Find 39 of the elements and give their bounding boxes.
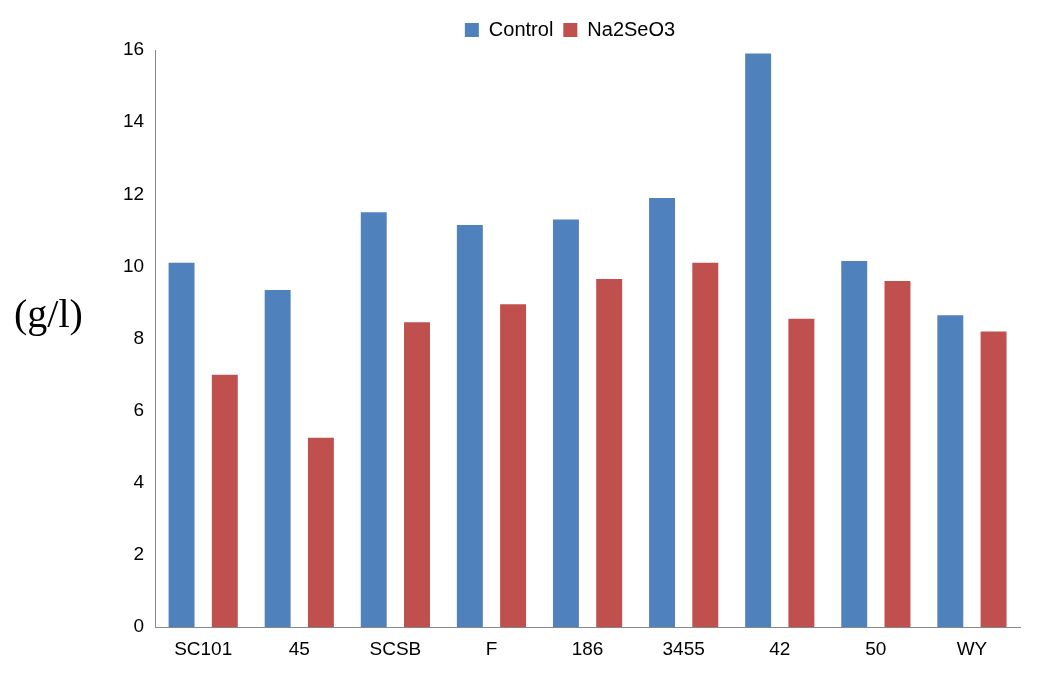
x-tick-label: 186 [571, 637, 604, 659]
legend-label: Na2SeO3 [587, 17, 676, 40]
bar [211, 374, 238, 628]
y-tick-label: 8 [133, 326, 145, 348]
bar [980, 331, 1007, 628]
bar [692, 262, 719, 628]
x-tick-label: SC101 [174, 637, 233, 659]
y-tick-label: 6 [133, 398, 145, 420]
y-tick-label: 16 [122, 38, 145, 60]
bar [360, 212, 387, 628]
x-tick-label: 42 [769, 637, 791, 659]
legend-label: Control [488, 17, 554, 40]
x-tick-label: WY [956, 637, 988, 659]
x-tick-label: SCSB [369, 637, 422, 659]
bar [552, 219, 579, 628]
bar [307, 437, 334, 628]
y-tick-label: 0 [133, 615, 145, 637]
bar [404, 322, 430, 628]
bar [884, 280, 911, 628]
y-tick-label: 14 [122, 110, 145, 132]
bar [841, 261, 868, 628]
bar [264, 289, 291, 628]
bar [168, 262, 195, 628]
bar [456, 224, 483, 628]
y-tick-label: 10 [122, 254, 145, 276]
bar [937, 315, 964, 628]
y-axis-title: (g/l) [14, 290, 83, 337]
bar [788, 318, 815, 628]
y-tick-label: 2 [133, 543, 145, 565]
x-tick-label: F [485, 637, 498, 659]
bar [745, 53, 772, 628]
bar [596, 279, 623, 628]
x-tick-label: 50 [865, 637, 887, 659]
y-tick-label: 12 [122, 182, 145, 204]
bar [649, 197, 676, 628]
y-tick-label: 4 [133, 471, 145, 493]
x-tick-label: 3455 [662, 637, 705, 659]
x-tick-label: 45 [288, 637, 310, 659]
bar [500, 304, 527, 628]
